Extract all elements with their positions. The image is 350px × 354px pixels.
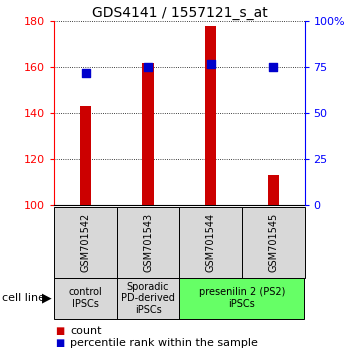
Text: percentile rank within the sample: percentile rank within the sample	[70, 338, 258, 348]
Point	[145, 64, 151, 70]
Bar	[142, 63, 154, 205]
Title: GDS4141 / 1557121_s_at: GDS4141 / 1557121_s_at	[91, 6, 267, 20]
Bar	[80, 106, 91, 205]
Text: GSM701545: GSM701545	[268, 213, 278, 272]
Point	[271, 64, 276, 70]
Text: control
IPSCs: control IPSCs	[69, 287, 103, 309]
Text: GSM701544: GSM701544	[206, 213, 216, 272]
Text: ■: ■	[55, 338, 64, 348]
Text: GSM701543: GSM701543	[143, 213, 153, 272]
Text: GSM701542: GSM701542	[80, 213, 91, 272]
Text: ■: ■	[55, 326, 64, 336]
Bar	[268, 175, 279, 205]
Text: cell line: cell line	[2, 293, 45, 303]
Point	[208, 61, 213, 67]
Text: Sporadic
PD-derived
iPSCs: Sporadic PD-derived iPSCs	[121, 282, 175, 315]
Point	[83, 70, 88, 76]
Text: presenilin 2 (PS2)
iPSCs: presenilin 2 (PS2) iPSCs	[199, 287, 285, 309]
Bar	[205, 26, 216, 205]
Text: count: count	[70, 326, 101, 336]
Text: ▶: ▶	[42, 292, 52, 305]
